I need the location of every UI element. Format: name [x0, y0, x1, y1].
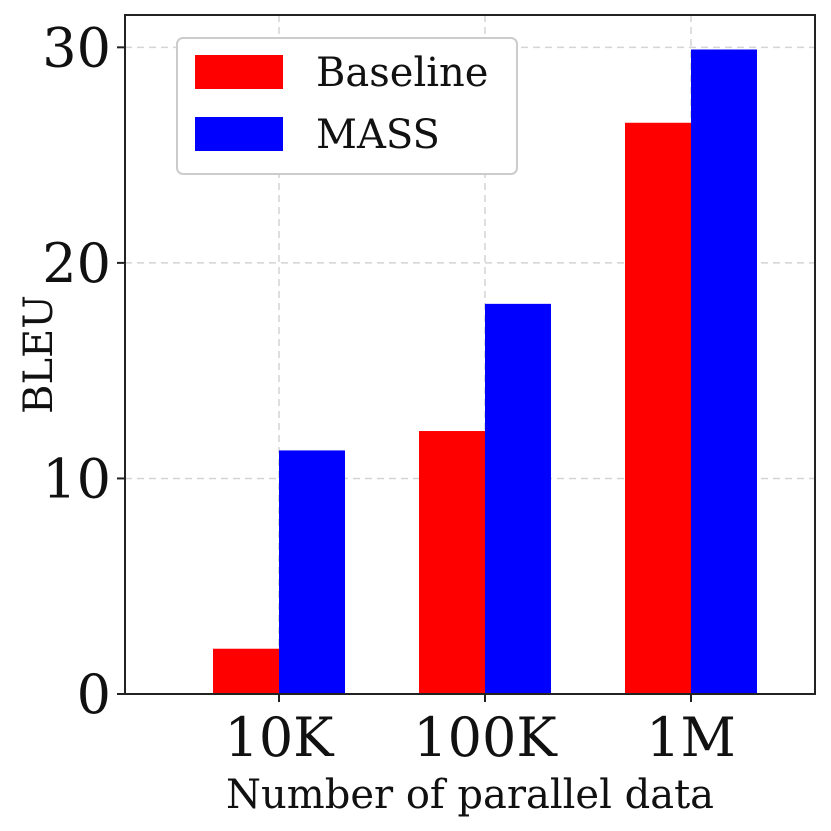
bars [213, 49, 757, 695]
y-tick-label: 30 [42, 16, 111, 79]
bar-mass-10k [279, 450, 345, 694]
x-axis-label: Number of parallel data [226, 772, 714, 818]
x-tick-label: 100K [413, 706, 558, 769]
y-tick-label: 20 [42, 232, 111, 295]
y-axis-ticks: 0 10 20 30 [42, 16, 125, 726]
bar-baseline-100k [419, 431, 485, 694]
legend-swatch-baseline [195, 55, 283, 89]
bar-baseline-1m [625, 122, 691, 695]
x-tick-label: 1M [646, 706, 736, 769]
legend-label-baseline: Baseline [316, 50, 488, 96]
y-tick-label: 10 [42, 447, 111, 510]
bar-mass-1m [691, 49, 757, 694]
y-tick-label: 0 [77, 663, 111, 726]
x-axis-ticks: 10K 100K 1M [224, 694, 736, 769]
legend-swatch-mass [195, 117, 283, 151]
legend: Baseline MASS [176, 37, 518, 175]
bar-baseline-10k [213, 648, 279, 694]
bar-mass-100k [485, 303, 551, 694]
y-axis-label: BLEU [16, 295, 62, 414]
legend-label-mass: MASS [316, 112, 440, 158]
x-tick-label: 10K [224, 706, 335, 769]
plot-frame [124, 14, 816, 695]
